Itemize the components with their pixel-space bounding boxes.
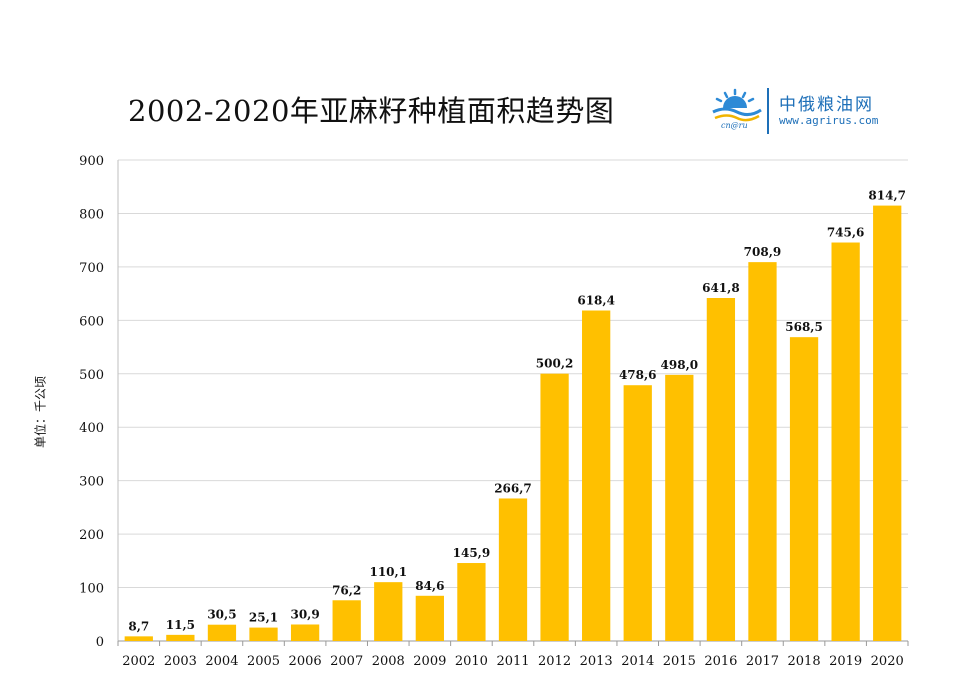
logo-name: 中俄粮油网: [779, 95, 874, 115]
bar-2016: [706, 297, 736, 641]
bar-2006: [290, 624, 320, 641]
bar-2017: [748, 262, 777, 641]
logo-subtext: cn@ru: [721, 121, 748, 130]
data-label: 8,7: [128, 619, 149, 633]
x-axis: 2002 2003 2004 2005 2006 2007 2008 2009 2010 2011…: [117, 641, 909, 669]
data-label: 500,2: [536, 357, 574, 371]
data-label: 145,9: [453, 546, 491, 560]
bar-2005: [249, 627, 278, 641]
bar-2015: [665, 374, 694, 641]
bars: [124, 205, 902, 641]
y-tick-label: 300: [79, 475, 104, 490]
bar-2004: [207, 624, 237, 641]
data-label: 568,5: [785, 320, 823, 334]
data-label: 641,8: [702, 281, 740, 295]
x-tick-label: 2008: [372, 654, 405, 669]
data-label: 84,6: [415, 579, 444, 593]
site-logo: cn@ru 中俄粮油网 www.agrirus.com: [707, 88, 907, 136]
data-labels: 8,7 11,5 30,5 25,1 30,9 76,2 110,1 84,6 145,9 266…: [128, 189, 906, 634]
x-tick-label: 2013: [580, 654, 613, 669]
data-label: 745,6: [827, 226, 865, 240]
y-tick-label: 800: [79, 207, 104, 222]
x-tick-label: 2016: [704, 654, 737, 669]
bar-2012: [540, 373, 569, 641]
data-label: 478,6: [619, 368, 657, 382]
y-tick-label: 500: [79, 368, 104, 383]
x-tick-label: 2006: [289, 654, 322, 669]
x-tick-label: 2017: [746, 654, 779, 669]
logo-divider: [767, 88, 769, 134]
data-label: 25,1: [249, 611, 278, 625]
bar-2013: [582, 310, 611, 641]
y-tick-label: 0: [96, 635, 104, 650]
y-tick-label: 600: [79, 314, 104, 329]
x-tick-label: 2020: [871, 654, 904, 669]
data-label: 618,4: [577, 293, 615, 307]
x-tick-label: 2011: [496, 654, 529, 669]
bar-2007: [332, 600, 361, 641]
x-tick-label: 2004: [205, 654, 238, 669]
x-tick-label: 2015: [663, 654, 696, 669]
x-tick-label: 2005: [247, 654, 280, 669]
chart-title: 2002-2020年亚麻籽种植面积趋势图: [128, 94, 615, 128]
x-tick-label: 2014: [621, 654, 654, 669]
x-tick-label: 2007: [330, 654, 363, 669]
x-tick-label: 2012: [538, 654, 571, 669]
x-tick-label: 2003: [164, 654, 197, 669]
sun-wave-icon: [712, 88, 762, 122]
y-tick-label: 200: [79, 528, 104, 543]
y-tick-label: 700: [79, 261, 104, 276]
bar-2003: [166, 634, 195, 641]
x-tick-label: 2018: [788, 654, 821, 669]
data-label: 498,0: [661, 358, 699, 372]
data-label: 266,7: [494, 481, 532, 495]
data-label: 110,1: [369, 565, 407, 579]
x-tick-label: 2010: [455, 654, 488, 669]
bar-2011: [498, 498, 528, 641]
bar-2009: [415, 595, 444, 641]
y-axis: 0 100 200 300 400 500 600 700 800 900: [79, 154, 908, 650]
bar-2008: [374, 582, 403, 641]
bar-2019: [831, 242, 860, 641]
data-label: 30,5: [207, 608, 236, 622]
y-tick-label: 100: [79, 582, 104, 597]
bar-2002: [124, 636, 153, 641]
bar-2014: [623, 385, 652, 641]
data-label: 30,9: [290, 607, 319, 621]
data-label: 708,9: [744, 245, 782, 259]
bar-2020: [873, 205, 902, 641]
x-tick-label: 2009: [413, 654, 446, 669]
x-tick-label: 2002: [122, 654, 155, 669]
y-axis-label: 单位：千公顷: [33, 375, 48, 449]
y-tick-label: 400: [79, 421, 104, 436]
logo-url: www.agrirus.com: [779, 114, 879, 127]
x-tick-label: 2019: [829, 654, 862, 669]
data-label: 76,2: [332, 583, 361, 597]
data-label: 814,7: [868, 189, 906, 203]
y-tick-label: 900: [79, 154, 104, 169]
bar-2010: [457, 563, 486, 641]
bar-2018: [789, 337, 819, 641]
data-label: 11,5: [166, 618, 195, 632]
